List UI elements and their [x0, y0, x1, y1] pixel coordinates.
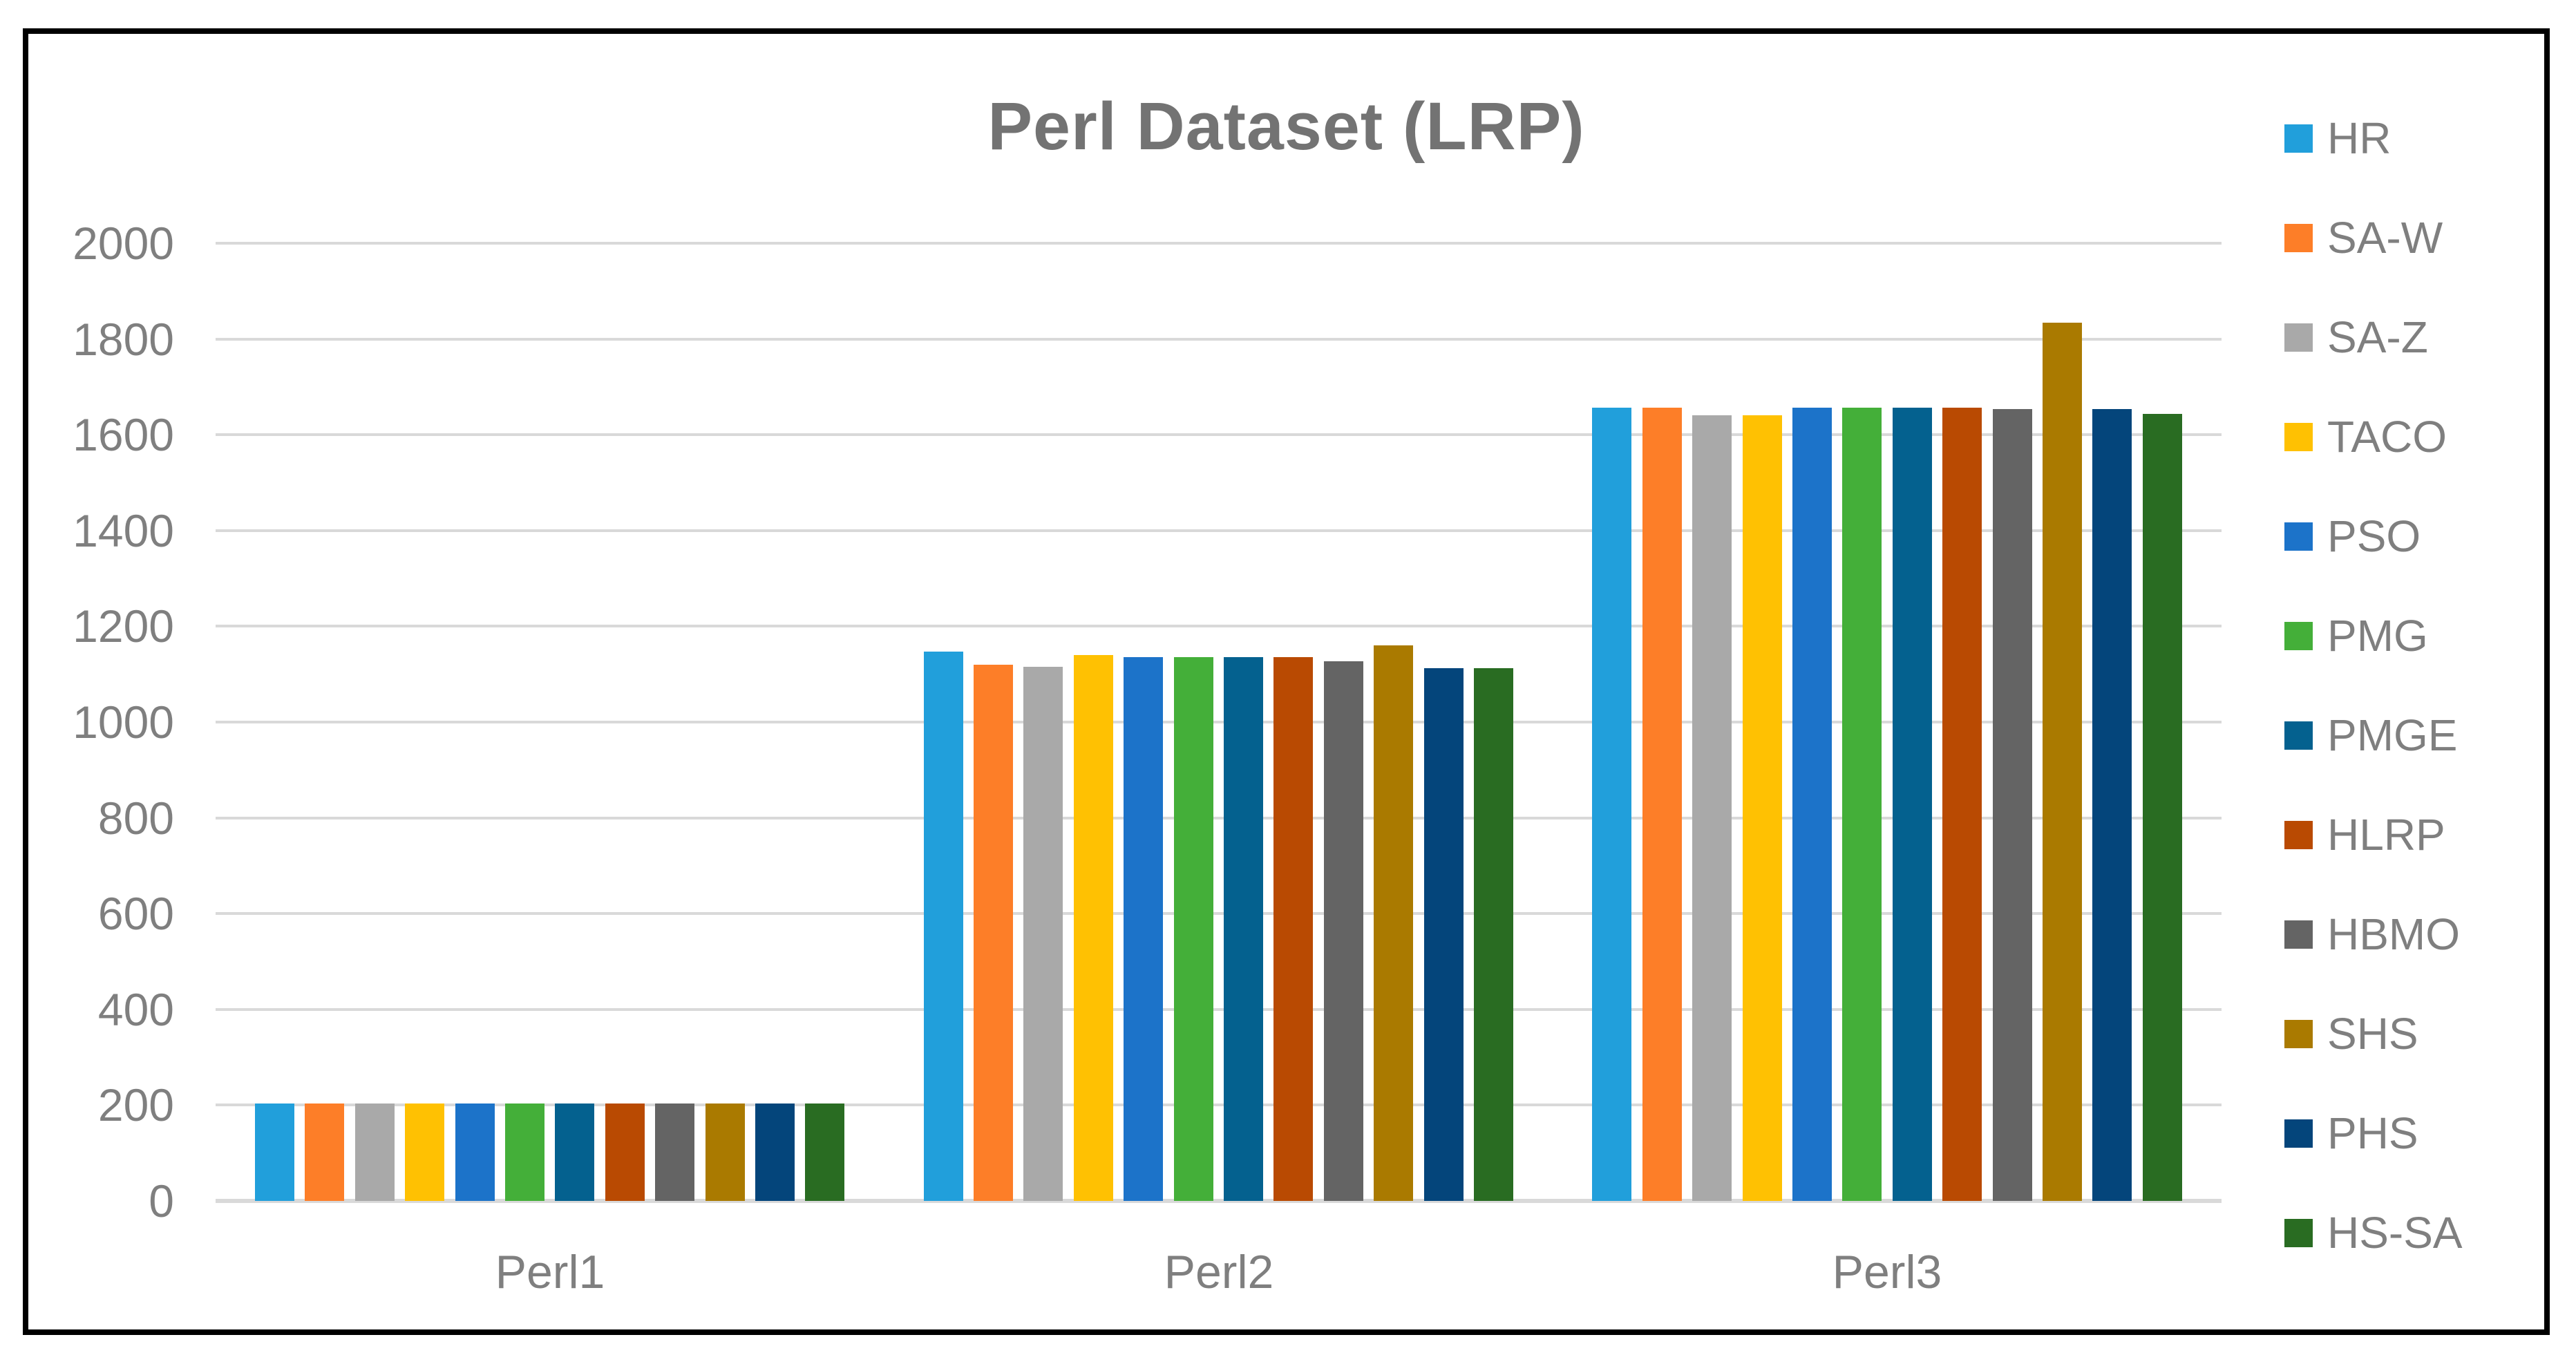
legend-swatch-HR [2284, 124, 2313, 153]
x-axis-label-Perl1: Perl1 [495, 1246, 605, 1298]
legend-swatch-PMG [2284, 622, 2313, 650]
bar-Perl2-TACO [1074, 655, 1113, 1201]
gridline [216, 529, 2222, 532]
legend-swatch-HBMO [2284, 920, 2313, 949]
y-tick-label: 0 [149, 1175, 174, 1226]
y-tick-label: 1400 [73, 505, 174, 556]
legend-label-SA-W: SA-W [2327, 213, 2443, 263]
legend-swatch-TACO [2284, 423, 2313, 451]
legend-label-SA-Z: SA-Z [2327, 312, 2428, 362]
y-tick-label: 1600 [73, 409, 174, 460]
legend-swatch-SA-W [2284, 224, 2313, 252]
legend-label-SHS: SHS [2327, 1009, 2418, 1059]
legend-swatch-SA-Z [2284, 323, 2313, 352]
gridline [216, 242, 2222, 245]
bar-Perl2-SHS [1374, 645, 1413, 1201]
bar-Perl2-HBMO [1324, 661, 1363, 1201]
bar-Perl1-SA-W [305, 1103, 344, 1201]
bar-Perl2-SA-W [974, 665, 1013, 1201]
bar-Perl2-PHS [1424, 668, 1464, 1201]
bar-Perl1-HS-SA [805, 1103, 844, 1201]
bar-Perl3-SA-Z [1692, 415, 1732, 1201]
y-tick-label: 600 [97, 888, 174, 939]
y-tick-label: 800 [97, 793, 174, 844]
bar-Perl2-PMG [1174, 657, 1213, 1201]
bar-Perl3-HBMO [1993, 409, 2032, 1201]
legend-label-PMGE: PMGE [2327, 710, 2458, 760]
bar-Perl2-HR [924, 652, 963, 1201]
gridline [216, 1008, 2222, 1011]
bar-Perl1-PHS [755, 1103, 795, 1201]
bar-Perl1-PMG [505, 1103, 544, 1201]
x-axis-label-Perl2: Perl2 [1164, 1246, 1274, 1298]
legend-label-HR: HR [2327, 113, 2392, 163]
legend-swatch-HS-SA [2284, 1219, 2313, 1247]
bar-Perl2-HS-SA [1474, 668, 1513, 1201]
y-tick-label: 200 [97, 1079, 174, 1130]
legend-swatch-PSO [2284, 522, 2313, 551]
bar-Perl1-HR [255, 1103, 294, 1201]
bar-Perl1-PMGE [555, 1103, 594, 1201]
bar-Perl3-HS-SA [2143, 414, 2182, 1201]
bar-Perl1-HBMO [655, 1103, 694, 1201]
y-tick-label: 1200 [73, 600, 174, 652]
bar-Perl3-HR [1592, 408, 1631, 1201]
legend-label-PMG: PMG [2327, 611, 2428, 661]
gridline [216, 817, 2222, 820]
legend-label-HLRP: HLRP [2327, 810, 2445, 860]
x-axis-line [216, 1199, 2222, 1203]
bar-Perl1-PSO [455, 1103, 495, 1201]
bar-Perl1-TACO [405, 1103, 444, 1201]
y-tick-label: 400 [97, 984, 174, 1035]
bar-Perl3-PHS [2092, 409, 2132, 1201]
gridline [216, 433, 2222, 436]
gridline [216, 721, 2222, 723]
legend-swatch-PHS [2284, 1119, 2313, 1148]
bar-Perl2-PSO [1124, 657, 1163, 1201]
gridline [216, 338, 2222, 341]
legend-label-HBMO: HBMO [2327, 909, 2460, 959]
bar-Perl1-HLRP [605, 1103, 645, 1201]
legend-label-PSO: PSO [2327, 511, 2421, 561]
bar-Perl3-TACO [1743, 415, 1782, 1201]
bar-Perl3-SA-W [1642, 408, 1682, 1201]
bar-Perl3-SHS [2043, 323, 2082, 1201]
gridline [216, 625, 2222, 627]
bar-Perl2-PMGE [1224, 657, 1263, 1201]
y-tick-label: 1800 [73, 314, 174, 365]
bar-Perl3-PMG [1842, 408, 1882, 1201]
legend-label-PHS: PHS [2327, 1108, 2418, 1158]
legend-swatch-HLRP [2284, 821, 2313, 849]
legend-label-HS-SA: HS-SA [2327, 1208, 2463, 1258]
bar-Perl2-HLRP [1273, 657, 1313, 1201]
bar-Perl1-SHS [705, 1103, 745, 1201]
legend-label-TACO: TACO [2327, 412, 2447, 462]
y-tick-label: 2000 [73, 218, 174, 269]
bar-Perl1-SA-Z [355, 1103, 395, 1201]
chart-title: Perl Dataset (LRP) [987, 88, 1585, 164]
legend-swatch-PMGE [2284, 721, 2313, 750]
bar-Perl2-SA-Z [1023, 667, 1063, 1201]
bar-Perl3-PMGE [1893, 408, 1932, 1201]
y-tick-label: 1000 [73, 697, 174, 748]
bar-Perl3-HLRP [1942, 408, 1982, 1201]
legend-swatch-SHS [2284, 1020, 2313, 1048]
bar-Perl3-PSO [1792, 408, 1832, 1201]
x-axis-label-Perl3: Perl3 [1832, 1246, 1942, 1298]
gridline [216, 912, 2222, 915]
gridline [216, 1103, 2222, 1106]
